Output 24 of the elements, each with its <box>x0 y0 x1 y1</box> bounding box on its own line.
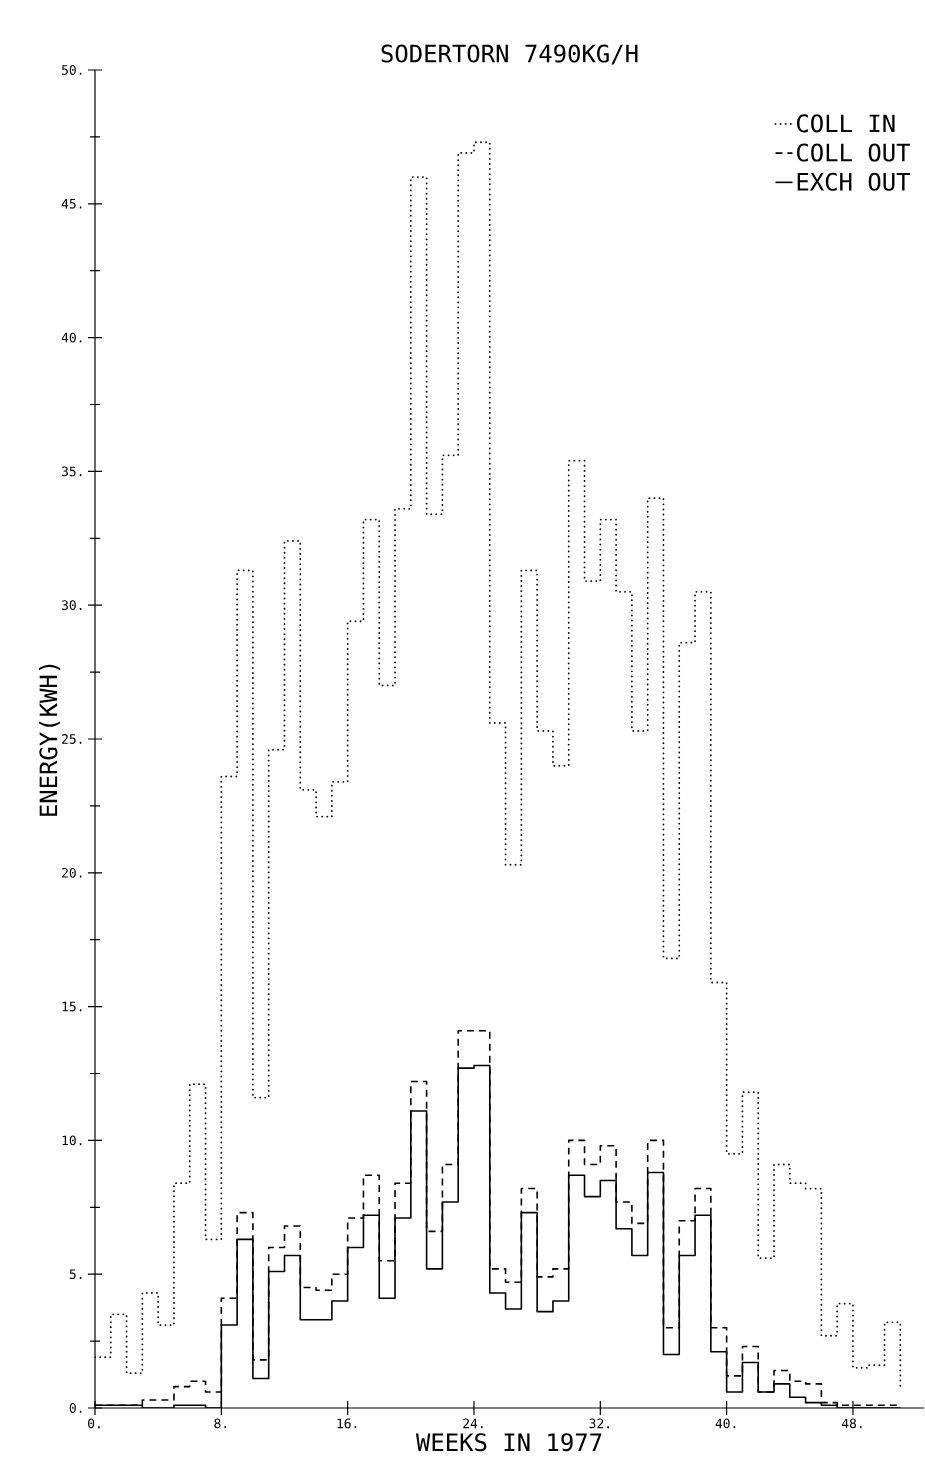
x-tick-label: 48. <box>842 1418 862 1429</box>
y-tick-label: 30. <box>62 600 82 611</box>
chart-title: SODERTORN 7490KG/H <box>381 44 638 65</box>
x-tick-label: 8. <box>214 1418 227 1429</box>
x-tick-label: 16. <box>337 1418 357 1429</box>
y-tick-label: 35. <box>62 466 82 477</box>
y-tick-label: 0. <box>69 1403 82 1413</box>
legend-label: EXCH OUT <box>797 172 911 191</box>
y-tick-label: 40. <box>61 332 82 343</box>
legend-label: COLL IN <box>797 114 895 133</box>
x-axis-title: WEEKS IN 1977 <box>416 1433 602 1452</box>
x-tick-label: 0. <box>88 1418 100 1429</box>
x-tick-label: 32. <box>589 1418 610 1429</box>
y-tick-label: 45. <box>61 198 82 209</box>
y-tick-label: 25. <box>62 734 82 744</box>
x-tick-label: 24. <box>463 1418 483 1429</box>
x-tick-label: 40. <box>715 1418 736 1429</box>
legend-label: COLL OUT <box>797 143 911 162</box>
y-tick-label: 10. <box>62 1135 82 1146</box>
y-tick-label: 5. <box>69 1269 82 1280</box>
y-tick-label: 50. <box>62 65 82 75</box>
y-tick-label: 15. <box>62 1001 82 1012</box>
y-tick-label: 20. <box>62 867 82 878</box>
y-axis-title: ENERGY(KWH) <box>39 664 61 816</box>
